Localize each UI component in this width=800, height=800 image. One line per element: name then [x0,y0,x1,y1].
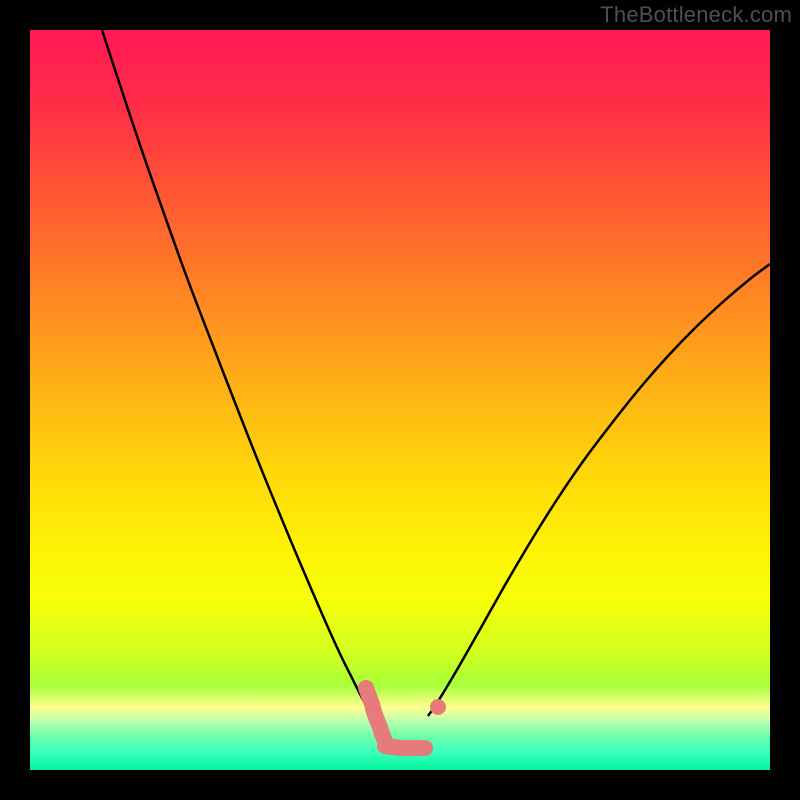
plot-area [30,30,770,770]
marker-right-dot [430,699,446,715]
curve-layer [30,30,770,770]
curve-right-branch [428,264,770,716]
marker-bottom-run [385,746,425,748]
frame: TheBottleneck.com [0,0,800,800]
curve-left-branch [102,30,372,716]
watermark-text: TheBottleneck.com [600,2,792,28]
marker-left-stack [366,688,385,741]
